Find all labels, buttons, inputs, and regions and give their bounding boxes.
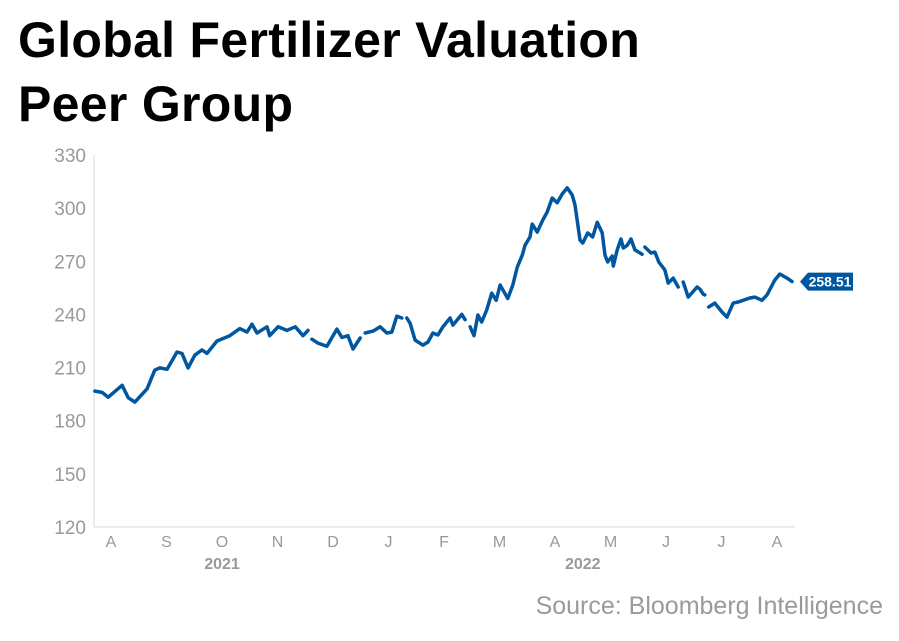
x-tick-label: J <box>662 534 670 551</box>
x-tick-label: D <box>327 534 339 551</box>
x-tick-label: M <box>493 534 506 551</box>
x-tick-label: J <box>718 534 726 551</box>
chart-title: Global Fertilizer Valuation Peer Group <box>18 8 640 136</box>
x-tick-label: A <box>772 534 783 551</box>
series-line-segment <box>405 312 467 347</box>
y-tick-label: 150 <box>54 465 86 486</box>
x-tick-label: A <box>106 534 117 551</box>
y-tick-label: 240 <box>54 305 86 326</box>
x-tick-label: F <box>439 534 449 551</box>
series-line-segment <box>363 314 404 335</box>
y-tick-label: 180 <box>54 412 86 433</box>
year-label: 2022 <box>565 556 601 573</box>
series-line-segment <box>468 186 644 338</box>
series-line-segment <box>706 272 794 319</box>
last-value-label: 258.51 <box>809 274 852 290</box>
title-line-2: Peer Group <box>18 76 294 132</box>
series-line-segment <box>93 322 310 404</box>
y-tick-label: 300 <box>54 199 86 220</box>
y-tick-label: 330 <box>54 146 86 167</box>
series-line-segment <box>310 327 362 351</box>
x-tick-label: O <box>216 534 228 551</box>
series-line-segment <box>643 245 680 289</box>
y-tick-label: 210 <box>54 359 86 380</box>
year-label: 2021 <box>204 556 240 573</box>
x-tick-label: S <box>161 534 172 551</box>
series-line-segment <box>681 280 707 299</box>
x-tick-label: M <box>604 534 617 551</box>
x-tick-label: J <box>385 534 393 551</box>
x-tick-label: A <box>550 534 561 551</box>
x-tick-label: N <box>272 534 284 551</box>
title-line-1: Global Fertilizer Valuation <box>18 12 641 68</box>
y-tick-label: 270 <box>54 252 86 273</box>
y-tick-label: 120 <box>54 518 86 539</box>
source-note: Source: Bloomberg Intelligence <box>535 592 883 620</box>
last-value-badge <box>800 272 853 291</box>
